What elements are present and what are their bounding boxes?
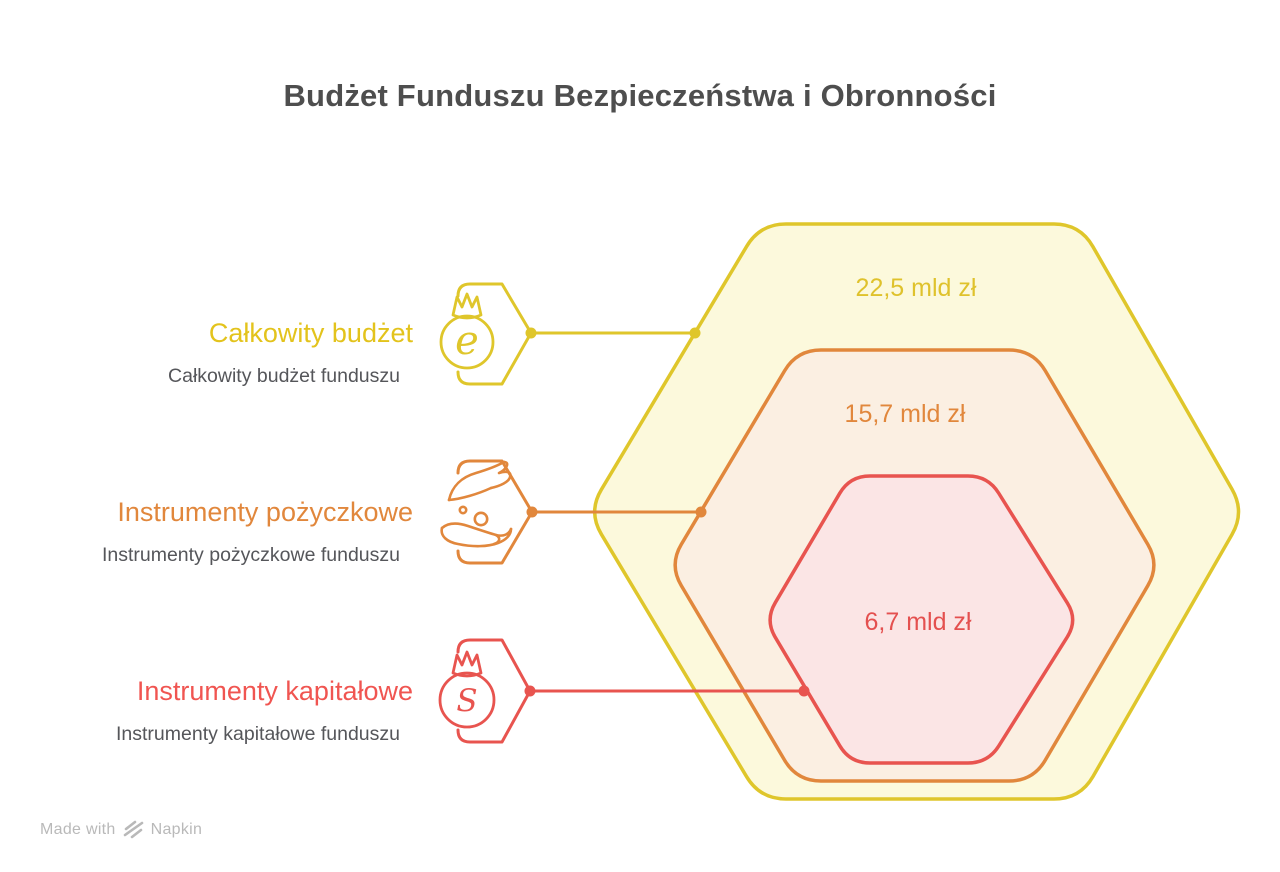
- hexagon-value-total: 22,5 mld zł: [855, 274, 977, 302]
- dollar-glyph: S: [456, 683, 477, 719]
- connector-dot-loan-left: [526, 506, 538, 518]
- euro-glyph: e: [455, 318, 479, 364]
- money-bag-euro-icon: e: [439, 292, 495, 370]
- label-total-budget: Całkowity budżet Całkowity budżet fundus…: [0, 318, 413, 388]
- label-title-capital: Instrumenty kapitałowe: [136, 676, 413, 706]
- hexagon-value-loan: 15,7 mld zł: [844, 400, 966, 428]
- connector-dot-capital-right: [798, 685, 810, 697]
- connector-dot-total-right: [689, 327, 701, 339]
- label-loan-instruments: Instrumenty pożyczkowe Instrumenty pożyc…: [0, 497, 413, 567]
- label-subtitle-loan: Instrumenty pożyczkowe funduszu: [101, 544, 400, 566]
- label-title-loan: Instrumenty pożyczkowe: [117, 497, 413, 527]
- connector-dot-capital-left: [524, 685, 536, 697]
- money-bag-dollar-icon: S: [438, 650, 496, 729]
- napkin-watermark: Made with Napkin: [40, 820, 202, 839]
- watermark-prefix: Made with: [40, 820, 116, 838]
- page-title: Budżet Funduszu Bezpieczeństwa i Obronno…: [283, 78, 997, 113]
- label-title-total: Całkowity budżet: [208, 318, 413, 348]
- label-subtitle-capital: Instrumenty kapitałowe funduszu: [116, 723, 400, 745]
- connector-dot-total-left: [525, 327, 537, 339]
- connector-dot-loan-right: [695, 506, 707, 518]
- label-subtitle-total: Całkowity budżet funduszu: [168, 365, 400, 387]
- hexagon-value-capital: 6,7 mld zł: [864, 608, 972, 636]
- hand-coins-icon: [440, 460, 513, 548]
- napkin-logo-icon: [123, 820, 143, 839]
- label-capital-instruments: Instrumenty kapitałowe Instrumenty kapit…: [0, 676, 413, 746]
- connector-total-budget: [456, 282, 697, 386]
- hexagon-inner: [768, 474, 1075, 765]
- watermark-brand: Napkin: [150, 820, 203, 838]
